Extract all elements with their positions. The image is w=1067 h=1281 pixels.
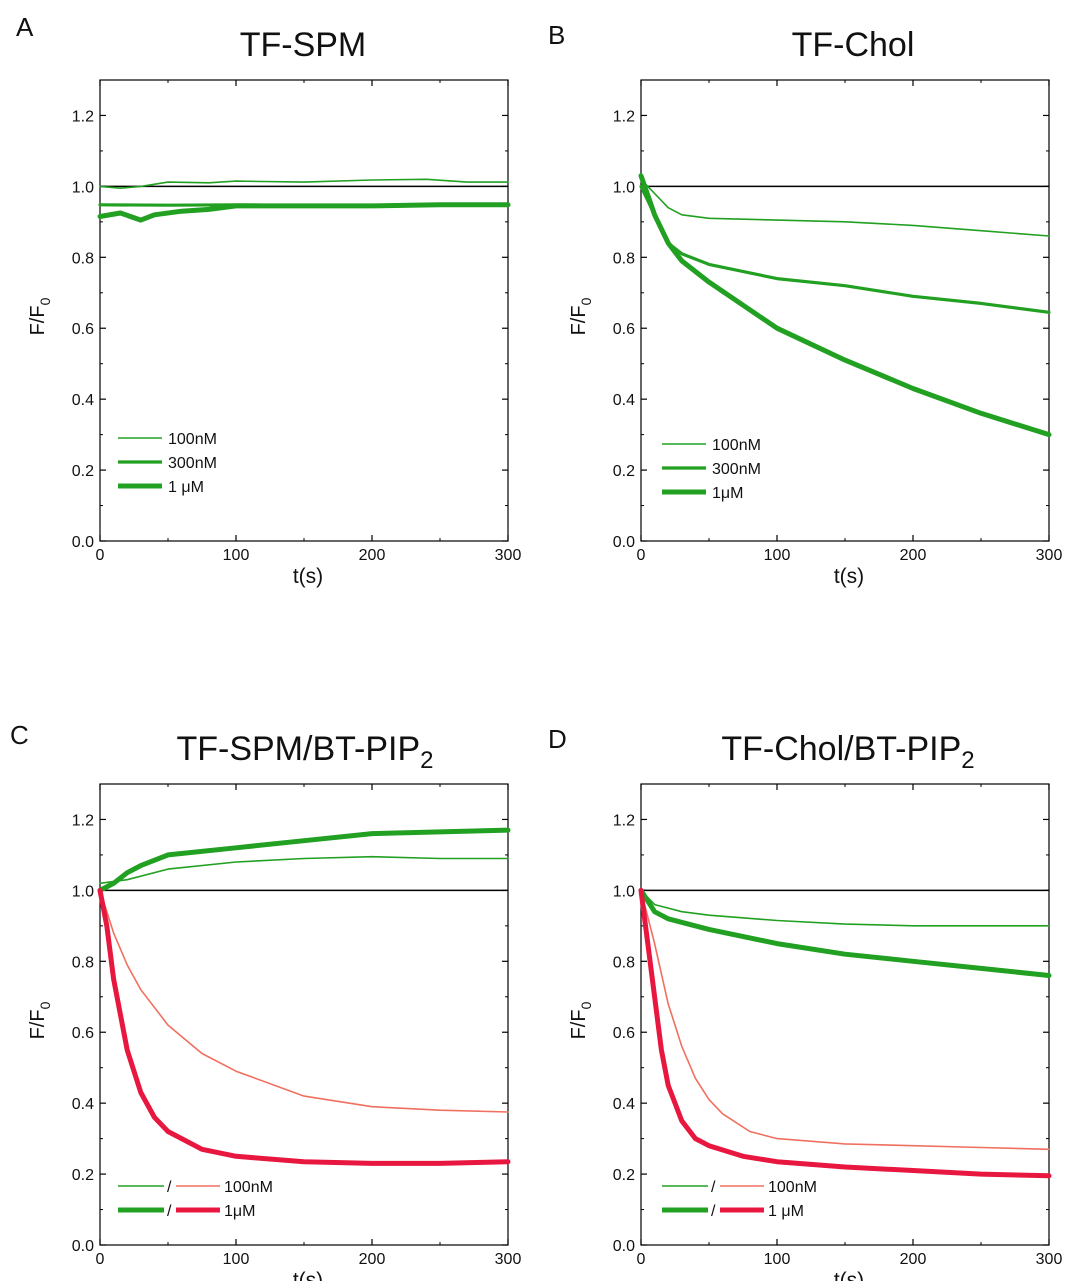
y-tick-label: 0.8: [72, 954, 94, 971]
x-tick-label: 300: [1036, 547, 1063, 564]
legend-separator: /: [167, 1203, 172, 1220]
y-tick-label: 0.0: [613, 534, 635, 551]
legend: 100nM 300nM 1 μM: [118, 431, 217, 496]
legend-separator: /: [711, 1203, 716, 1220]
x-tick-label: 0: [637, 1251, 646, 1268]
panel-d: D TF-Chol/BT-PIP2 0.0 0.2 0.4 0.6 0.8 1.0 1.2 0 10…: [548, 724, 1062, 1281]
legend-label: 1μM: [224, 1203, 255, 1220]
x-tick-label: 100: [223, 1251, 250, 1268]
x-tick-label: 100: [764, 1251, 791, 1268]
x-tick-label: 0: [637, 547, 646, 564]
series-line-green-thick: [638, 173, 1052, 438]
series-line-green-thick: [97, 827, 511, 893]
legend-label: 1 μM: [768, 1203, 804, 1220]
x-tick-label: 100: [764, 547, 791, 564]
y-tick-label: 0.4: [72, 1096, 94, 1113]
y-tick-label: 0.6: [613, 1025, 635, 1042]
y-tick-label: 0.0: [72, 1238, 94, 1255]
y-axis-label: F/F0: [568, 297, 594, 335]
y-tick-label: 0.8: [613, 250, 635, 267]
series-line-light-red-thin: [640, 889, 1050, 1151]
legend-separator: /: [167, 1179, 172, 1196]
panel-title: TF-SPM/BT-PIP2: [176, 730, 433, 774]
panel-letter: D: [548, 724, 567, 754]
panel-b: B TF-Chol 0.0 0.2 0.4 0.6 0.8 1.0 1.2 0 100 200 300 t…: [548, 20, 1062, 588]
series-line-green-medium: [639, 184, 1051, 314]
x-tick-label: 200: [900, 1251, 927, 1268]
series-line-green-thin: [640, 889, 1050, 927]
series-line-green-thick: [97, 202, 511, 223]
x-axis-label: t(s): [834, 1269, 864, 1281]
legend-separator: /: [711, 1179, 716, 1196]
series-line-light-red-thin: [99, 889, 509, 1113]
legend-label: 100nM: [224, 1179, 273, 1196]
x-tick-label: 100: [223, 547, 250, 564]
legend-label: 100nM: [712, 437, 761, 454]
legend-label: 100nM: [168, 431, 217, 448]
x-tick-label: 0: [96, 547, 105, 564]
y-axis-label: F/F0: [568, 1001, 594, 1039]
y-tick-label: 0.2: [613, 1167, 635, 1184]
y-tick-label: 0.2: [72, 1167, 94, 1184]
y-tick-label: 0.8: [613, 954, 635, 971]
y-tick-label: 1.0: [72, 883, 94, 900]
legend-label: 1 μM: [168, 479, 204, 496]
x-tick-label: 200: [359, 547, 386, 564]
panel-letter: C: [10, 720, 29, 750]
y-tick-label: 1.0: [613, 179, 635, 196]
x-tick-label: 300: [495, 1251, 522, 1268]
x-axis-label: t(s): [834, 565, 864, 588]
panel-title: TF-Chol: [792, 26, 915, 64]
y-axis-label: F/F0: [27, 297, 53, 335]
series-line-green-thin: [99, 178, 509, 189]
panel-letter: B: [548, 20, 565, 50]
panel-c: C TF-SPM/BT-PIP2 0.0 0.2 0.4 0.6 0.8 1.0 1.2 0 100…: [10, 720, 521, 1281]
x-tick-label: 300: [495, 547, 522, 564]
x-axis-label: t(s): [293, 565, 323, 588]
legend-label: 300nM: [168, 455, 217, 472]
y-tick-label: 0.0: [72, 534, 94, 551]
x-axis-label: t(s): [293, 1269, 323, 1281]
x-tick-label: 200: [900, 547, 927, 564]
legend-label: 100nM: [768, 1179, 817, 1196]
series-line-green-thin: [640, 178, 1050, 237]
y-tick-label: 0.6: [72, 1025, 94, 1042]
series-line-red-thick: [638, 887, 1052, 1179]
legend-label: 300nM: [712, 461, 761, 478]
series-line-red-thick: [97, 887, 511, 1166]
y-tick-label: 1.0: [72, 179, 94, 196]
x-tick-label: 200: [359, 1251, 386, 1268]
y-tick-label: 0.6: [613, 321, 635, 338]
series-line-green-thick: [638, 887, 1052, 978]
plot-frame: [99, 79, 509, 542]
panel-letter: A: [16, 12, 34, 42]
legend-label: 1μM: [712, 485, 743, 502]
y-tick-label: 0.6: [72, 321, 94, 338]
panel-title: TF-Chol/BT-PIP2: [721, 730, 974, 774]
y-tick-label: 0.2: [613, 463, 635, 480]
y-tick-label: 0.8: [72, 250, 94, 267]
plot-frame: [99, 783, 509, 1246]
y-axis-label: F/F0: [27, 1001, 53, 1039]
x-tick-label: 300: [1036, 1251, 1063, 1268]
plot-frame: [640, 79, 1050, 542]
y-tick-label: 1.2: [613, 108, 635, 125]
y-tick-label: 1.0: [613, 883, 635, 900]
x-tick-label: 0: [96, 1251, 105, 1268]
panel-title: TF-SPM: [240, 26, 367, 64]
series-line-green-thin: [99, 855, 509, 885]
legend: / 100nM / 1μM: [118, 1179, 273, 1220]
y-tick-label: 1.2: [613, 812, 635, 829]
legend: / 100nM / 1 μM: [662, 1179, 817, 1220]
y-tick-label: 1.2: [72, 108, 94, 125]
y-tick-label: 0.4: [613, 1096, 635, 1113]
legend: 100nM 300nM 1μM: [662, 437, 761, 502]
panel-a: A TF-SPM 0.0 0.2 0.4 0.6 0.8 1.0 1.2 0 100 200 300 t(…: [16, 12, 521, 588]
y-tick-label: 1.2: [72, 812, 94, 829]
y-tick-label: 0.4: [72, 392, 94, 409]
y-tick-label: 0.4: [613, 392, 635, 409]
y-tick-label: 0.2: [72, 463, 94, 480]
y-tick-label: 0.0: [613, 1238, 635, 1255]
